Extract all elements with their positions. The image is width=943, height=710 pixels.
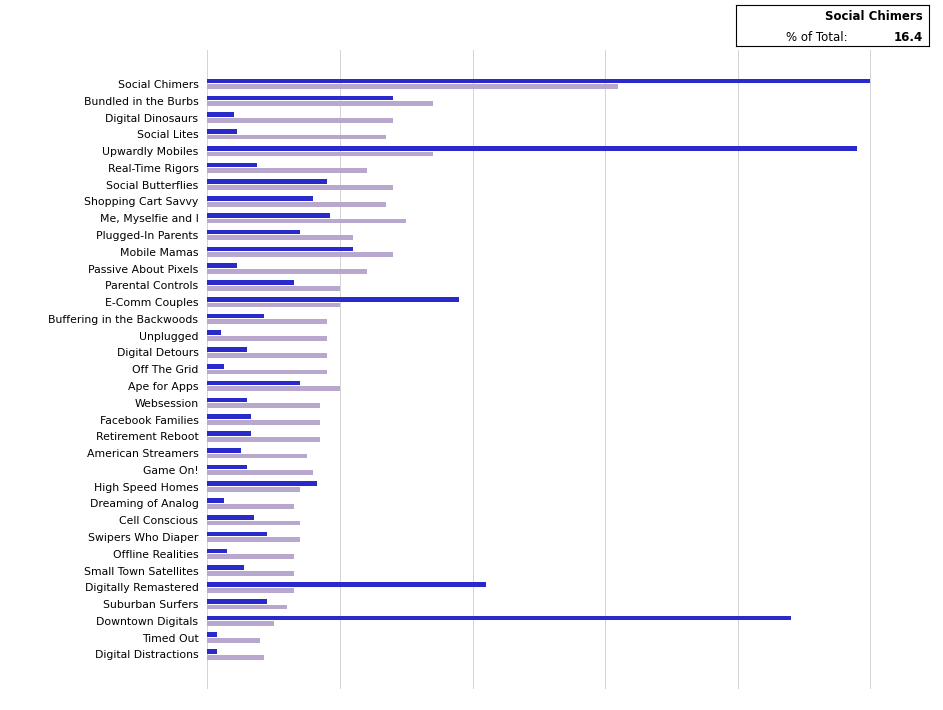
Bar bbox=[207, 263, 238, 268]
Bar bbox=[207, 431, 251, 436]
Bar bbox=[207, 415, 251, 419]
Bar bbox=[207, 599, 267, 604]
Bar bbox=[207, 185, 393, 190]
Bar bbox=[207, 532, 267, 537]
Bar bbox=[207, 102, 433, 106]
Bar bbox=[207, 633, 218, 637]
Bar bbox=[207, 246, 354, 251]
Bar bbox=[207, 297, 459, 302]
Bar bbox=[207, 151, 433, 156]
Bar bbox=[207, 582, 486, 587]
Bar bbox=[207, 330, 221, 335]
Bar bbox=[207, 454, 306, 458]
Bar bbox=[207, 302, 340, 307]
Bar bbox=[207, 168, 367, 173]
Bar bbox=[207, 555, 293, 559]
Bar bbox=[207, 213, 330, 218]
Bar bbox=[207, 202, 387, 207]
Bar bbox=[207, 420, 320, 425]
Bar bbox=[207, 163, 257, 168]
Bar bbox=[207, 464, 247, 469]
Bar bbox=[207, 314, 264, 318]
Bar bbox=[207, 96, 393, 100]
Bar bbox=[207, 487, 300, 492]
Bar bbox=[207, 655, 264, 660]
Bar bbox=[207, 129, 238, 133]
Bar bbox=[207, 370, 327, 374]
Text: 16.4: 16.4 bbox=[894, 31, 923, 43]
Bar bbox=[207, 515, 254, 520]
Bar bbox=[207, 403, 320, 408]
Bar bbox=[207, 437, 320, 442]
Bar bbox=[207, 364, 224, 368]
Bar bbox=[207, 79, 870, 84]
Bar bbox=[207, 180, 327, 184]
Bar bbox=[207, 621, 273, 626]
Bar bbox=[207, 498, 224, 503]
Bar bbox=[207, 605, 287, 609]
Bar bbox=[207, 112, 234, 117]
Bar bbox=[207, 196, 313, 201]
Bar bbox=[207, 230, 300, 234]
Bar bbox=[207, 381, 300, 386]
Bar bbox=[207, 638, 260, 643]
Bar bbox=[207, 146, 857, 151]
Bar bbox=[207, 588, 293, 593]
Bar bbox=[207, 520, 300, 525]
Bar bbox=[207, 118, 393, 123]
Bar bbox=[207, 219, 406, 224]
Bar bbox=[207, 549, 227, 553]
Bar bbox=[207, 347, 247, 352]
Bar bbox=[207, 286, 340, 290]
Bar bbox=[207, 320, 327, 324]
Bar bbox=[207, 448, 240, 452]
Bar bbox=[207, 537, 300, 542]
Bar bbox=[207, 236, 354, 240]
Bar bbox=[207, 471, 313, 475]
Bar bbox=[207, 336, 327, 341]
Bar bbox=[207, 135, 387, 139]
Bar bbox=[207, 571, 293, 576]
Bar bbox=[207, 386, 340, 391]
Bar bbox=[207, 353, 327, 358]
Bar bbox=[207, 280, 293, 285]
Bar bbox=[207, 649, 218, 654]
Bar bbox=[207, 269, 367, 274]
Bar bbox=[207, 84, 619, 89]
Bar bbox=[207, 481, 317, 486]
Bar bbox=[207, 616, 790, 621]
Bar bbox=[207, 565, 244, 570]
Text: % of Total:: % of Total: bbox=[786, 31, 852, 43]
Bar bbox=[207, 398, 247, 403]
Text: Social Chimers: Social Chimers bbox=[825, 10, 923, 23]
Bar bbox=[207, 504, 293, 508]
Bar bbox=[207, 252, 393, 257]
